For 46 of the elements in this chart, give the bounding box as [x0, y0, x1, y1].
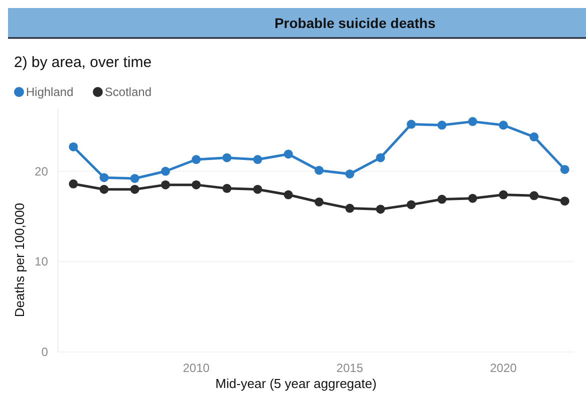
- point: [530, 132, 539, 142]
- point: [468, 194, 478, 203]
- point: [284, 190, 293, 200]
- point: [68, 179, 78, 188]
- point: [498, 120, 508, 130]
- point: [376, 204, 385, 214]
- y-axis-title: Deaths per 100,000: [12, 202, 27, 318]
- point: [130, 174, 140, 183]
- legend-label: Highland: [26, 85, 74, 99]
- x-axis-title: Mid-year (5 year aggregate): [215, 376, 377, 391]
- point: [68, 142, 78, 152]
- point: [560, 196, 570, 206]
- y-tick-label: 0: [41, 345, 48, 359]
- point: [560, 164, 570, 174]
- point: [376, 153, 385, 162]
- point: [284, 150, 293, 159]
- point: [100, 173, 109, 182]
- point: [192, 180, 201, 190]
- legend-label: Scotland: [104, 85, 152, 99]
- point: [437, 194, 446, 204]
- x-tick-label: 2015: [336, 361, 364, 375]
- y-tick-label: 20: [34, 164, 48, 178]
- point: [468, 117, 478, 126]
- y-tick-label: 10: [34, 254, 48, 269]
- point: [130, 184, 140, 194]
- point: [498, 190, 508, 200]
- point: [222, 184, 232, 193]
- point: [222, 153, 232, 162]
- point: [345, 169, 354, 178]
- point: [406, 120, 416, 129]
- point: [345, 204, 354, 213]
- point: [530, 191, 539, 200]
- chart-subtitle: 2) by area, over time: [14, 54, 152, 71]
- point: [100, 184, 109, 194]
- point: [406, 200, 416, 210]
- x-tick-label: 2010: [182, 361, 210, 375]
- point: [314, 166, 324, 175]
- point: [161, 166, 170, 176]
- point: [161, 180, 170, 190]
- point: [314, 197, 324, 206]
- point: [192, 155, 201, 164]
- point: [253, 184, 262, 194]
- point: [437, 120, 446, 130]
- x-tick-label: 2020: [490, 361, 518, 375]
- chart-title: Probable suicide deaths: [274, 15, 436, 31]
- point: [253, 155, 262, 164]
